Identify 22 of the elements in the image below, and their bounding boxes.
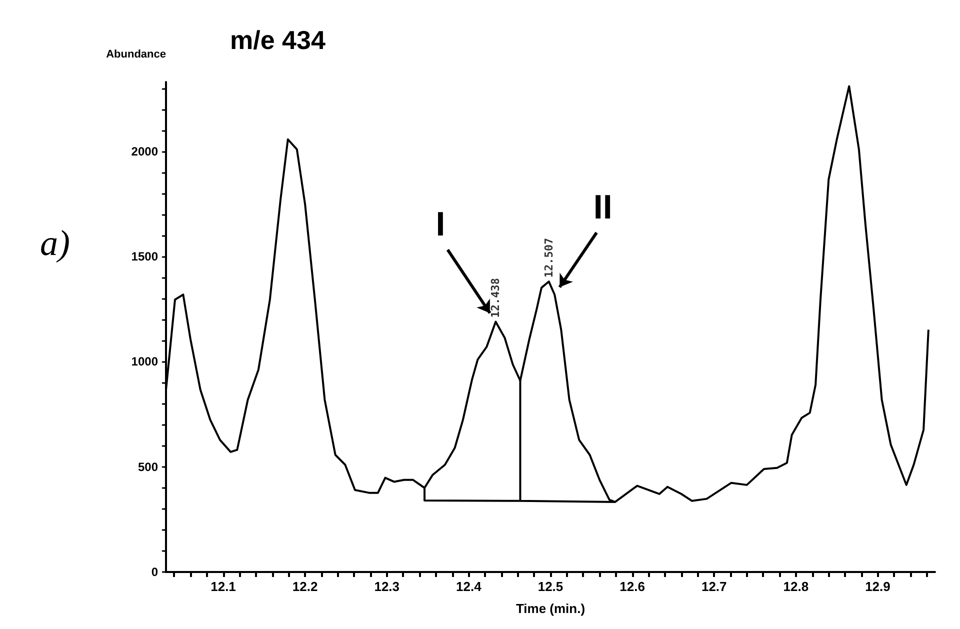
x-tick-label: 12.9 (865, 579, 890, 594)
annotation: 12.438 (489, 278, 502, 318)
x-tick-label: 12.8 (783, 579, 809, 594)
annotation: I (436, 206, 446, 244)
x-tick-label: 12.3 (374, 579, 400, 594)
y-tick-label: 1500 (131, 250, 158, 264)
text: a) (40, 223, 70, 263)
y-tick-label: 2000 (131, 144, 158, 158)
y-tick-label: 1000 (131, 354, 158, 369)
x-tick-label: 12.5 (538, 579, 564, 594)
x-tick-label: 12.6 (620, 579, 645, 594)
x-tick-label: 12.2 (292, 579, 318, 594)
x-tick-label: 12.4 (456, 579, 482, 594)
y-axis-title: Abundance (106, 48, 166, 60)
chart-title: m/e 434 (230, 25, 326, 55)
x-axis-title: Time (min.) (516, 601, 586, 616)
y-tick-label: 500 (138, 460, 158, 474)
x-tick-label: 12.1 (210, 579, 236, 594)
x-tick-label: 12.7 (701, 579, 727, 594)
y-tick-label: 0 (151, 565, 158, 579)
annotation: 12.507 (542, 238, 556, 278)
annotation: II (593, 188, 612, 227)
